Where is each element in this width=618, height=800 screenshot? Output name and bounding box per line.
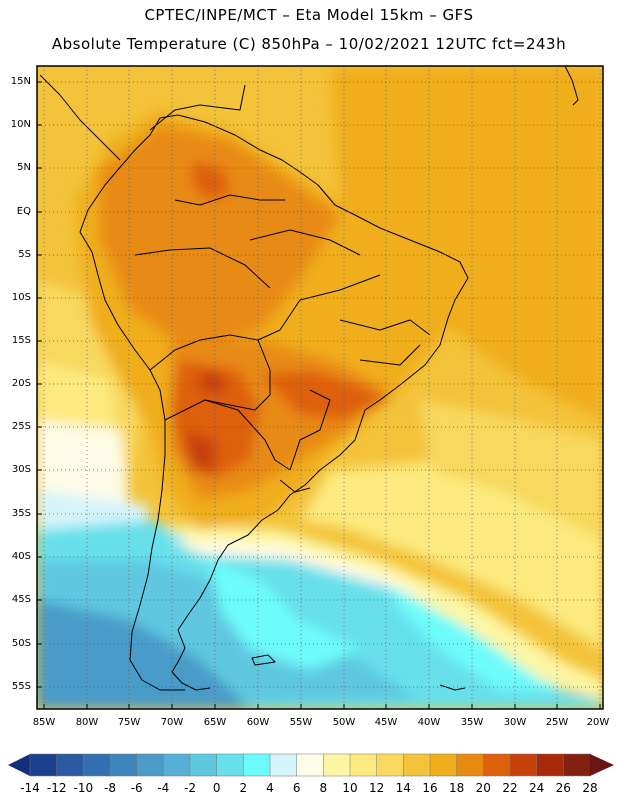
lon-label: 75W	[117, 717, 141, 728]
colorbar-label: 6	[292, 781, 301, 795]
colorbar-label: 24	[529, 781, 545, 795]
map-frame	[36, 65, 604, 710]
lon-label: 40W	[417, 717, 441, 728]
colorbar-label: -8	[104, 781, 116, 795]
colorbar-label: 28	[582, 781, 598, 795]
lat-label: 50S	[11, 638, 31, 649]
lat-label: 20S	[11, 378, 31, 389]
colorbar-cell	[509, 753, 538, 777]
colorbar-label: -14	[20, 781, 40, 795]
lon-label: 35W	[460, 717, 484, 728]
colorbar-label: 22	[502, 781, 518, 795]
colorbar-label: 0	[212, 781, 221, 795]
lat-label: 5S	[18, 249, 31, 260]
lon-label: 70W	[160, 717, 184, 728]
lon-label: 85W	[32, 717, 56, 728]
colorbar-label: 8	[319, 781, 328, 795]
colorbar-under-arrow	[8, 754, 30, 776]
colorbar-label: 16	[422, 781, 438, 795]
lon-label: 20W	[586, 717, 610, 728]
lon-label: 65W	[203, 717, 227, 728]
colorbar-label: -6	[130, 781, 143, 795]
lon-label: 50W	[332, 717, 356, 728]
colorbar	[8, 753, 614, 777]
lon-label: 80W	[75, 717, 99, 728]
lon-label: 25W	[545, 717, 569, 728]
colorbar-label: 26	[555, 781, 571, 795]
coastline-borders	[39, 66, 579, 691]
lat-label: 45S	[11, 594, 31, 605]
colorbar-cell	[109, 753, 138, 777]
lon-label: 60W	[246, 717, 270, 728]
colorbar-label: -10	[73, 781, 94, 795]
colorbar-cell	[136, 753, 165, 777]
colorbar-cell	[536, 753, 565, 777]
colorbar-cell	[323, 753, 351, 777]
lat-label: 10S	[11, 292, 31, 303]
lat-label: 40S	[11, 551, 31, 562]
colorbar-cell	[216, 753, 245, 777]
temperature-field	[37, 66, 603, 709]
colorbar-label: 20	[475, 781, 491, 795]
colorbar-cell	[269, 753, 298, 777]
colorbar-label: -12	[46, 781, 67, 795]
colorbar-cell	[563, 753, 591, 777]
map-title-line1: CPTEC/INPE/MCT – Eta Model 15km – GFS	[144, 6, 474, 24]
colorbar-label: 18	[449, 781, 465, 795]
colorbar-cell	[456, 753, 485, 777]
lat-label: 10N	[10, 119, 31, 130]
colorbar-cell	[243, 753, 271, 777]
colorbar-label: -4	[157, 781, 170, 795]
colorbar-label: 14	[395, 781, 411, 795]
lat-label: 55S	[11, 681, 31, 692]
lat-label: 5N	[17, 162, 31, 173]
lat-label: EQ	[16, 206, 31, 217]
colorbar-cell	[56, 753, 85, 777]
colorbar-cell	[296, 753, 325, 777]
colorbar-cell	[483, 753, 511, 777]
axis-ticks	[37, 81, 601, 709]
lat-label: 25S	[11, 421, 31, 432]
lon-label: 45W	[374, 717, 398, 728]
map-title-line2: Absolute Temperature (C) 850hPa – 10/02/…	[51, 35, 567, 53]
colorbar-cell	[163, 753, 191, 777]
colorbar-cell	[403, 753, 431, 777]
lat-label: 35S	[11, 508, 31, 519]
colorbar-label: -2	[184, 781, 196, 795]
colorbar-label: 4	[266, 781, 274, 795]
colorbar-cell	[29, 753, 58, 777]
lon-label: 55W	[289, 717, 313, 728]
colorbar-label: 2	[239, 781, 248, 795]
colorbar-cell	[189, 753, 218, 777]
colorbar-cell	[376, 753, 405, 777]
colorbar-cell	[83, 753, 111, 777]
colorbar-over-arrow	[590, 754, 614, 776]
lat-label: 30S	[11, 464, 31, 475]
lat-label: 15N	[10, 76, 31, 87]
colorbar-cell	[429, 753, 458, 777]
colorbar-cell	[349, 753, 378, 777]
colorbar-label: 12	[369, 781, 385, 795]
lat-label: 15S	[11, 335, 31, 346]
colorbar-label: 10	[342, 781, 358, 795]
lon-label: 30W	[503, 717, 527, 728]
